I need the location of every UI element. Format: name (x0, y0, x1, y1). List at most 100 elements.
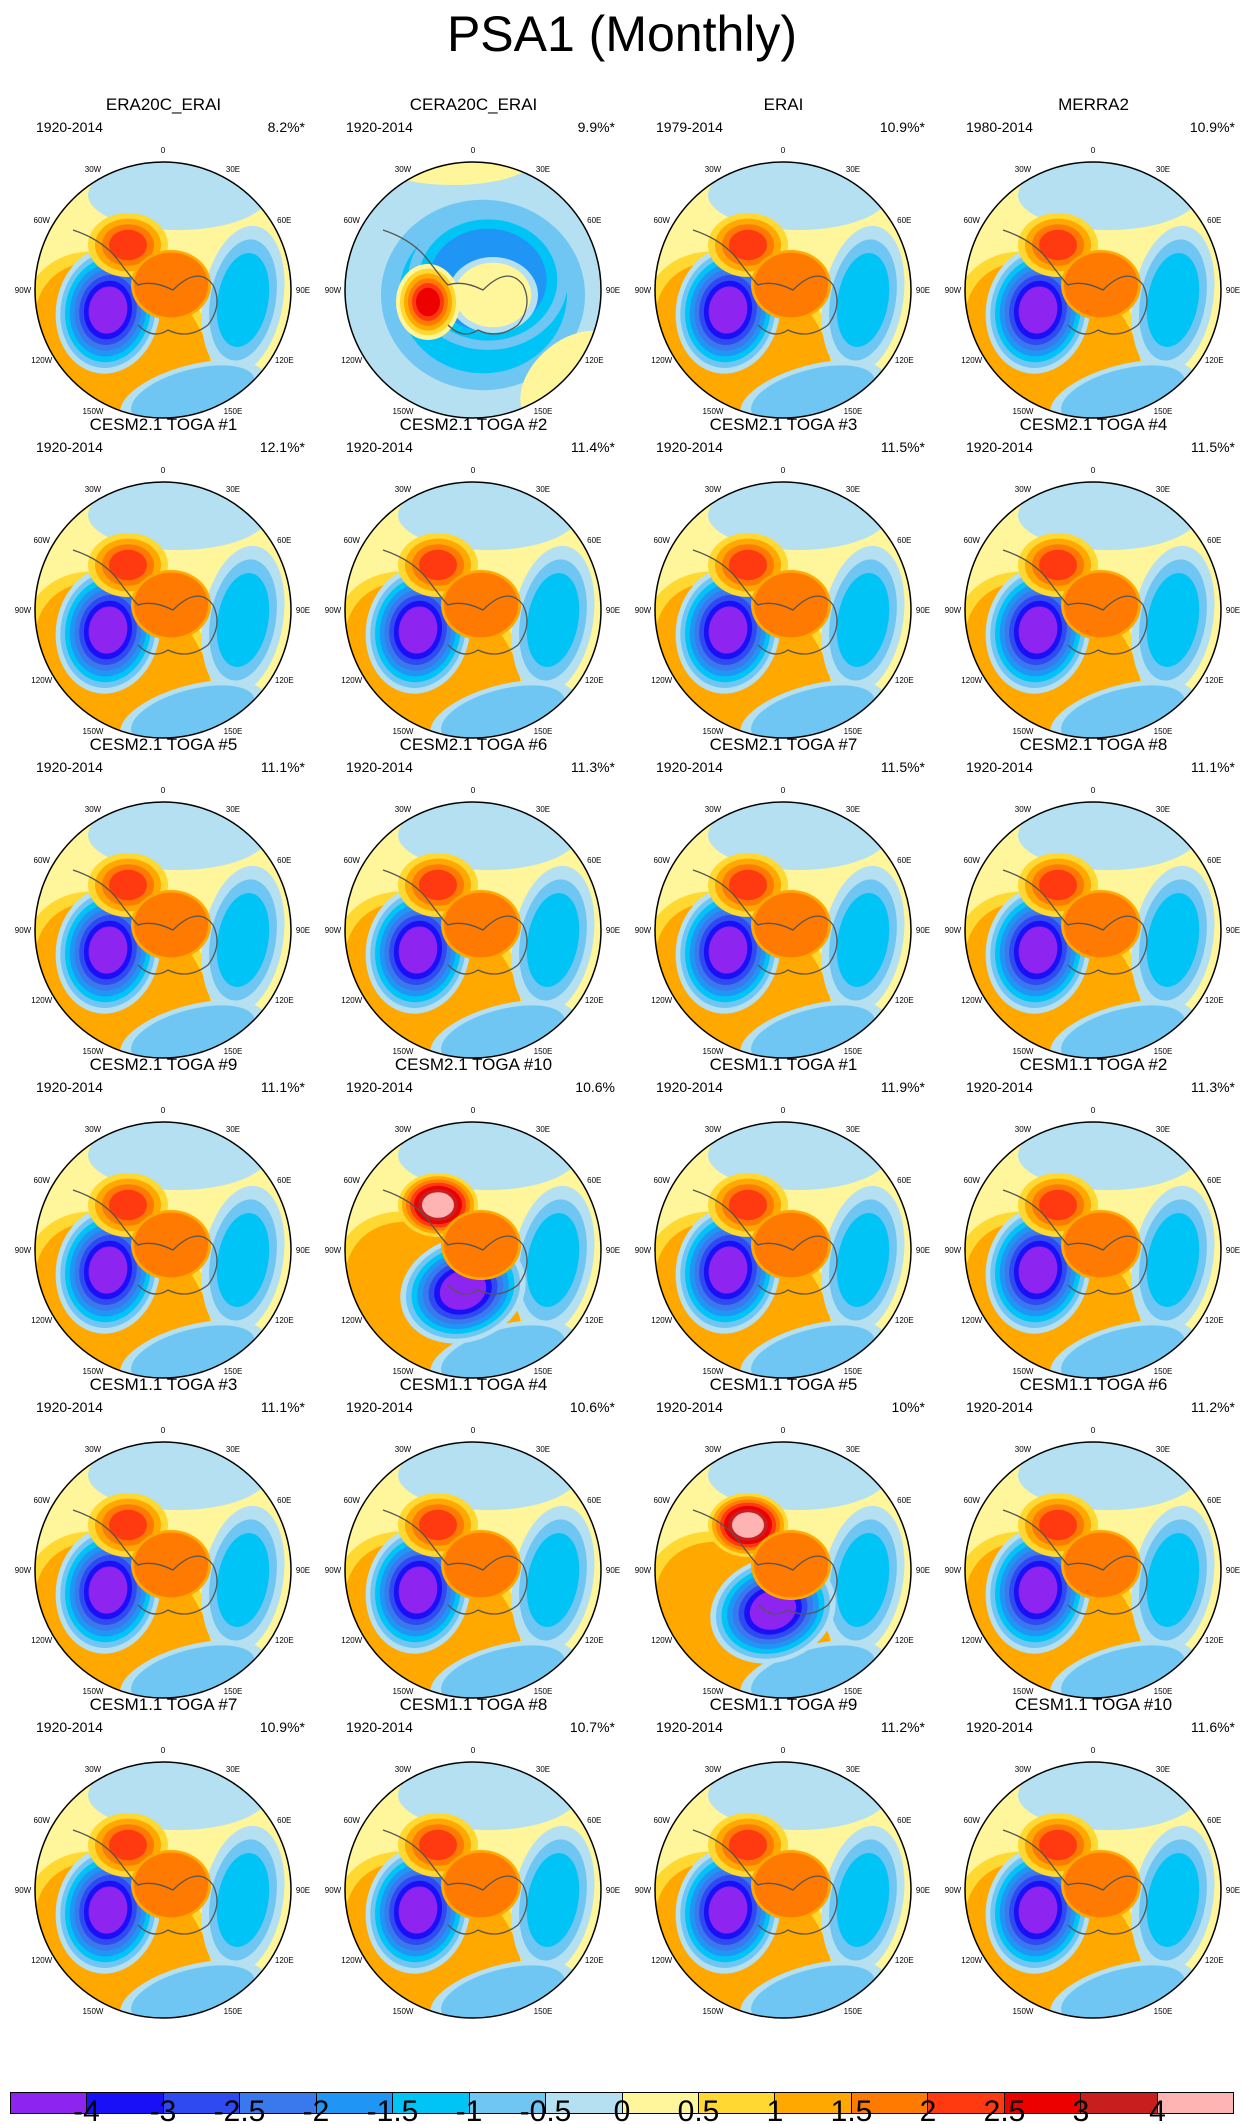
longitude-label: 60E (1207, 1496, 1221, 1505)
panel-period: 1920-2014 (346, 1719, 413, 1735)
panel-variance-explained: 12.1%* (259, 439, 305, 455)
longitude-label: 120W (961, 996, 982, 1005)
map-border (344, 1761, 602, 2019)
colorbar-swatch (87, 2093, 164, 2113)
map-fill (35, 482, 291, 738)
longitude-label: 30W (1015, 1445, 1032, 1454)
coastline (1002, 1509, 1148, 1615)
panel-variance-explained: 11.3%* (1190, 1079, 1235, 1095)
longitude-label: 0 (161, 1426, 166, 1435)
longitude-label: 30E (536, 1765, 550, 1774)
coastline (72, 229, 218, 335)
panel-title: CESM2.1 TOGA #1 (89, 415, 238, 434)
longitude-label: 150E (1154, 1687, 1173, 1696)
longitude-label: 90W (635, 1566, 652, 1575)
colorbar-swatch (11, 2093, 88, 2113)
map-panel: 030E60E90E120E150E180150W120W90W60W30WER… (628, 95, 939, 419)
longitude-label: 30W (705, 1125, 722, 1134)
longitude-label: 30W (1015, 1765, 1032, 1774)
map-panel: 030E60E90E120E150E180150W120W90W60W30WME… (938, 95, 1244, 419)
longitude-label: 60E (587, 216, 601, 225)
longitude-label: 150W (393, 1047, 414, 1056)
longitude-label: 90E (296, 1566, 310, 1575)
map-fill (35, 162, 291, 418)
longitude-label: 0 (781, 466, 786, 475)
longitude-label: 30W (85, 1445, 102, 1454)
map-border (964, 161, 1222, 419)
panel-title: CESM2.1 TOGA #8 (1019, 735, 1168, 754)
longitude-label: 60W (654, 536, 671, 545)
longitude-label: 150E (224, 2007, 243, 2016)
longitude-label: 60W (964, 1176, 981, 1185)
longitude-label: 30W (395, 805, 412, 814)
longitude-label: 90W (635, 606, 652, 615)
longitude-label: 30E (846, 1125, 860, 1134)
longitude-label: 120W (341, 1316, 362, 1325)
panel-title: CESM1.1 TOGA #10 (1014, 1695, 1173, 1714)
colorbar-swatch (163, 2093, 241, 2113)
longitude-label: 150W (83, 1687, 104, 1696)
longitude-label: 120W (31, 356, 52, 365)
polar-map: 030E60E90E120E150E180150W120W90W60W30W (635, 1426, 930, 1699)
panel-variance-explained: 11.2%* (1190, 1399, 1235, 1415)
colorbar (10, 2092, 1234, 2114)
map-panel: 030E60E90E120E150E180150W120W90W60W30WCE… (8, 1695, 319, 2019)
panel-variance-explained: 10.9%* (1189, 119, 1235, 135)
longitude-label: 90E (1226, 1886, 1240, 1895)
map-fill (965, 1122, 1221, 1378)
colorbar-swatch (546, 2093, 623, 2113)
longitude-label: 60W (34, 1176, 51, 1185)
longitude-label: 90E (296, 286, 310, 295)
coastline (692, 869, 838, 975)
longitude-label: 90E (1226, 926, 1240, 935)
longitude-label: 150E (844, 2007, 863, 2016)
longitude-label: 120E (275, 1956, 294, 1965)
longitude-label: 90E (1226, 1246, 1240, 1255)
longitude-label: 120W (31, 1636, 52, 1645)
map-border (654, 1121, 912, 1379)
longitude-label: 150E (224, 1367, 243, 1376)
longitude-label: 90E (916, 286, 930, 295)
longitude-label: 60E (277, 1176, 291, 1185)
colorbar-swatch (622, 2093, 699, 2113)
longitude-label: 90W (15, 1886, 32, 1895)
longitude-label: 150E (844, 1687, 863, 1696)
polar-map: 030E60E90E120E150E180150W120W90W60W30W (15, 786, 310, 1059)
panel-variance-explained: 8.2%* (267, 119, 305, 135)
map-panel: 030E60E90E120E150E180150W120W90W60W30WCE… (318, 735, 629, 1059)
longitude-label: 90W (325, 1246, 342, 1255)
longitude-label: 90W (635, 1246, 652, 1255)
longitude-label: 120W (961, 1316, 982, 1325)
longitude-label: 30E (846, 485, 860, 494)
panel-variance-explained: 11.1%* (260, 1079, 305, 1095)
polar-map: 030E60E90E120E150E180150W120W90W60W30W (635, 786, 930, 1059)
map-fill (35, 1442, 291, 1698)
longitude-label: 30E (226, 1445, 240, 1454)
panel-title: CESM2.1 TOGA #6 (399, 735, 548, 754)
longitude-label: 30E (846, 805, 860, 814)
longitude-label: 30E (536, 805, 550, 814)
coastline (692, 1829, 838, 1935)
panel-variance-explained: 11.1%* (260, 1399, 305, 1415)
polar-map: 030E60E90E120E150E180150W120W90W60W30W (15, 1426, 310, 1699)
longitude-label: 60W (964, 216, 981, 225)
panel-variance-explained: 11.5%* (880, 759, 925, 775)
panel-period: 1920-2014 (346, 1399, 413, 1415)
map-border (654, 161, 912, 419)
panel-period: 1920-2014 (966, 1079, 1033, 1095)
longitude-label: 60E (1207, 1816, 1221, 1825)
longitude-label: 30E (1156, 1445, 1170, 1454)
longitude-label: 90W (325, 286, 342, 295)
map-fill (35, 1122, 291, 1378)
map-fill (345, 1762, 601, 2018)
panel-period: 1920-2014 (656, 1399, 723, 1415)
longitude-label: 150E (224, 407, 243, 416)
longitude-label: 0 (1091, 146, 1096, 155)
longitude-label: 150E (224, 727, 243, 736)
longitude-label: 60E (277, 856, 291, 865)
longitude-label: 150W (83, 727, 104, 736)
longitude-label: 150W (393, 1687, 414, 1696)
longitude-label: 120W (341, 356, 362, 365)
colorbar-swatch (928, 2093, 1005, 2113)
